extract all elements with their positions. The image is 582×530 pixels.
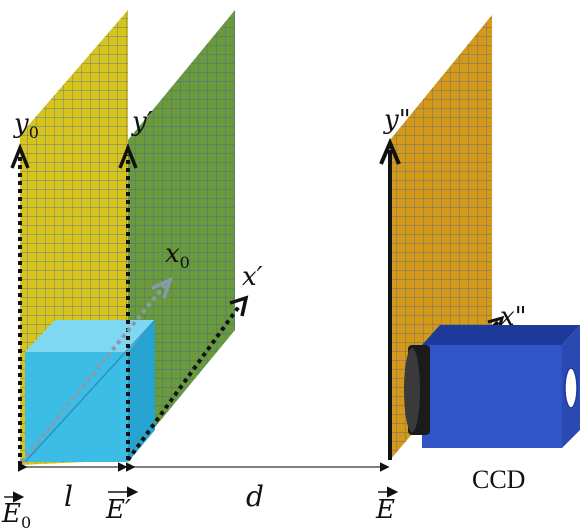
- label-x0: x0: [165, 239, 190, 272]
- camera-top: [422, 325, 580, 345]
- camera-lens: [404, 348, 420, 432]
- axes: [10, 137, 505, 465]
- camera-port: [564, 367, 578, 409]
- label-l: l: [64, 480, 73, 513]
- svg-text:E′: E′: [105, 495, 131, 525]
- labels: y0 y′ x0 x′ y" x" l d CCD E0 E′ E: [1, 105, 527, 530]
- label-y0: y0: [13, 109, 39, 142]
- svg-text:E0: E0: [1, 499, 31, 530]
- cube-top-face: [25, 320, 155, 352]
- ccd-camera-icon: [404, 325, 580, 448]
- label-y-prime: y′: [131, 107, 153, 137]
- label-E-prime: E′: [105, 486, 139, 525]
- x0-axis: [20, 283, 167, 464]
- label-E0: E0: [1, 491, 31, 530]
- label-x-prime: x′: [242, 262, 263, 292]
- label-y-double-prime: y": [383, 105, 411, 135]
- beam-splitter-cube: [24, 319, 156, 463]
- label-E: E: [375, 486, 399, 525]
- label-x-double-prime: x": [500, 302, 527, 332]
- cube-side-face: [128, 320, 155, 462]
- svg-text:E: E: [375, 495, 395, 525]
- camera-front: [422, 345, 562, 448]
- label-d: d: [246, 480, 264, 513]
- label-ccd: CCD: [472, 465, 525, 494]
